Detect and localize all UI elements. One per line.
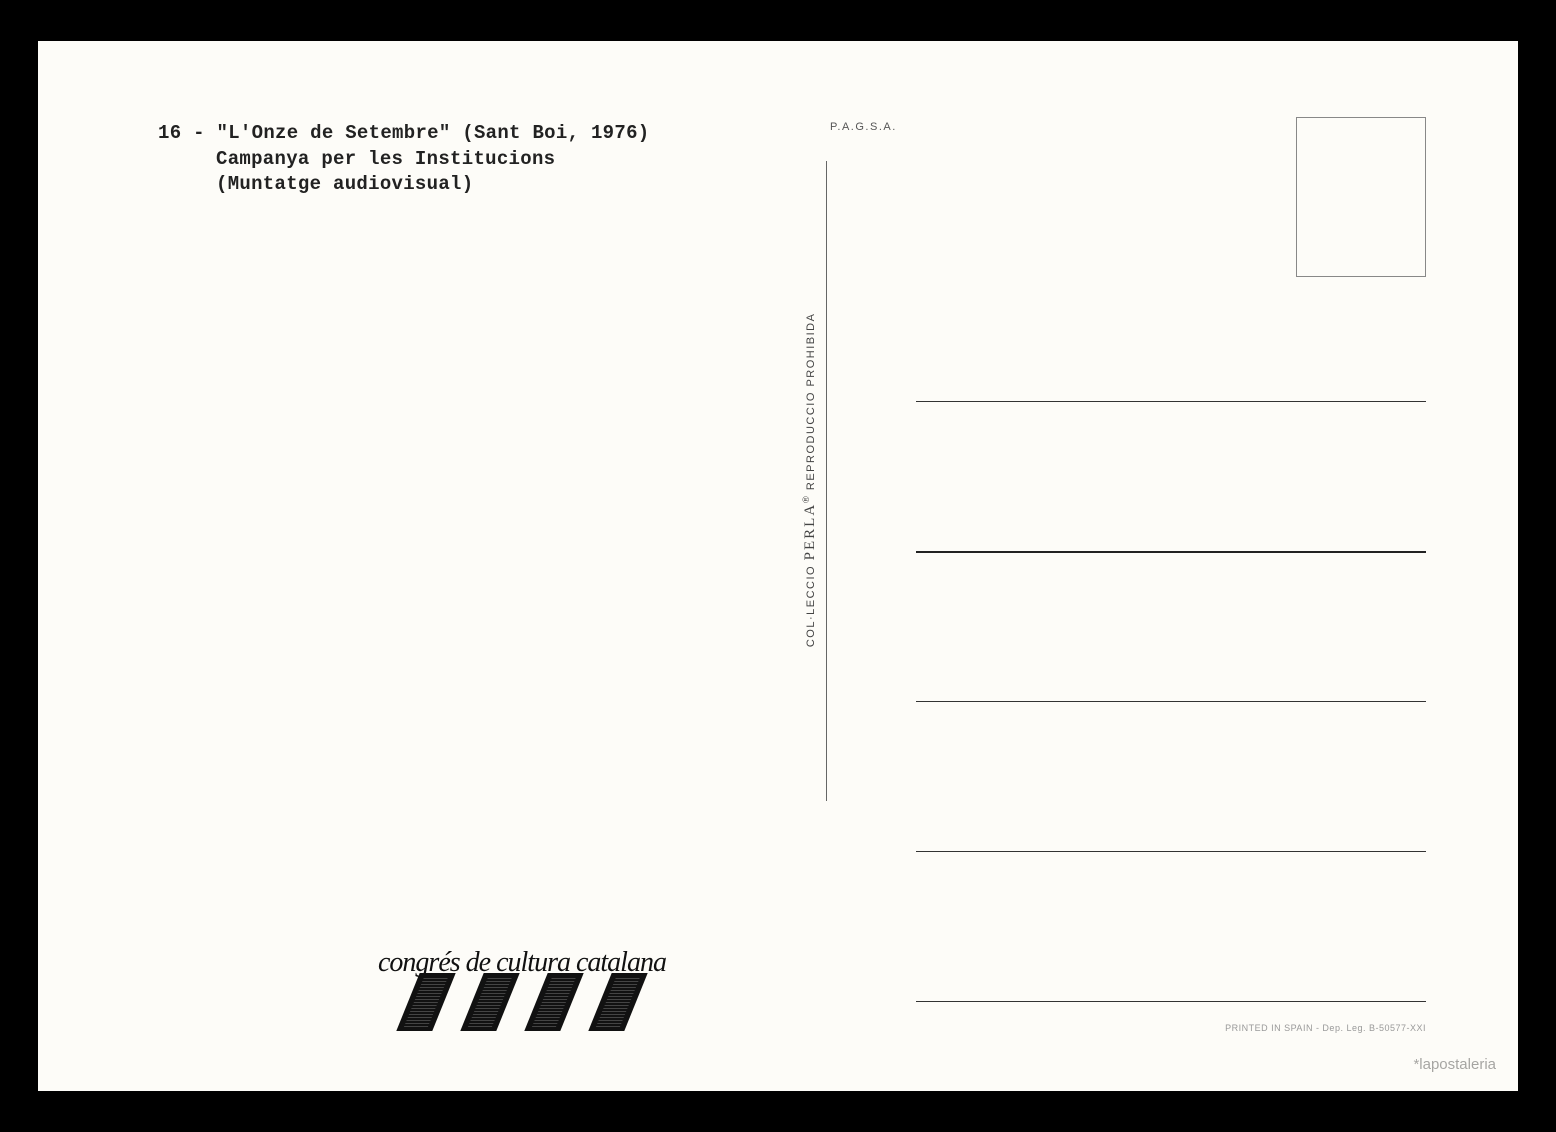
scan-frame: 16 - "L'Onze de Setembre" (Sant Boi, 197… [0, 0, 1556, 1132]
stamp-box [1296, 117, 1426, 277]
center-divider [826, 161, 827, 801]
address-line-2 [916, 551, 1426, 553]
caption-line-1: 16 - "L'Onze de Setembre" (Sant Boi, 197… [158, 121, 649, 147]
address-line-5 [916, 1001, 1426, 1002]
address-line-1 [916, 401, 1426, 402]
printed-in-spain: PRINTED IN SPAIN - Dep. Leg. B-50577-XXI [1225, 1023, 1426, 1033]
logo-strokes [378, 973, 666, 1031]
stroke-4 [588, 973, 647, 1031]
caption-block: 16 - "L'Onze de Setembre" (Sant Boi, 197… [158, 121, 649, 198]
stroke-2 [460, 973, 519, 1031]
vertical-collection-text: COL·LECCIO PERLA® REPRODUCCIO PROHIBIDA [801, 230, 819, 730]
footer-logo: congrés de cultura catalana [378, 947, 666, 1031]
brand-perla: PERLA [802, 503, 818, 561]
address-line-3 [916, 701, 1426, 702]
registered-mark: ® [801, 495, 811, 503]
stroke-3 [524, 973, 583, 1031]
publisher-mark: P.A.G.S.A. [830, 121, 897, 133]
address-line-4 [916, 851, 1426, 852]
caption-line-3: (Muntatge audiovisual) [158, 172, 649, 198]
collection-label: COL·LECCIO [805, 565, 817, 647]
stroke-1 [396, 973, 455, 1031]
postcard-back: 16 - "L'Onze de Setembre" (Sant Boi, 197… [38, 41, 1518, 1091]
caption-line-2: Campanya per les Institucions [158, 147, 649, 173]
watermark: *lapostaleria [1413, 1056, 1496, 1073]
rights-label: REPRODUCCIO PROHIBIDA [805, 313, 817, 491]
